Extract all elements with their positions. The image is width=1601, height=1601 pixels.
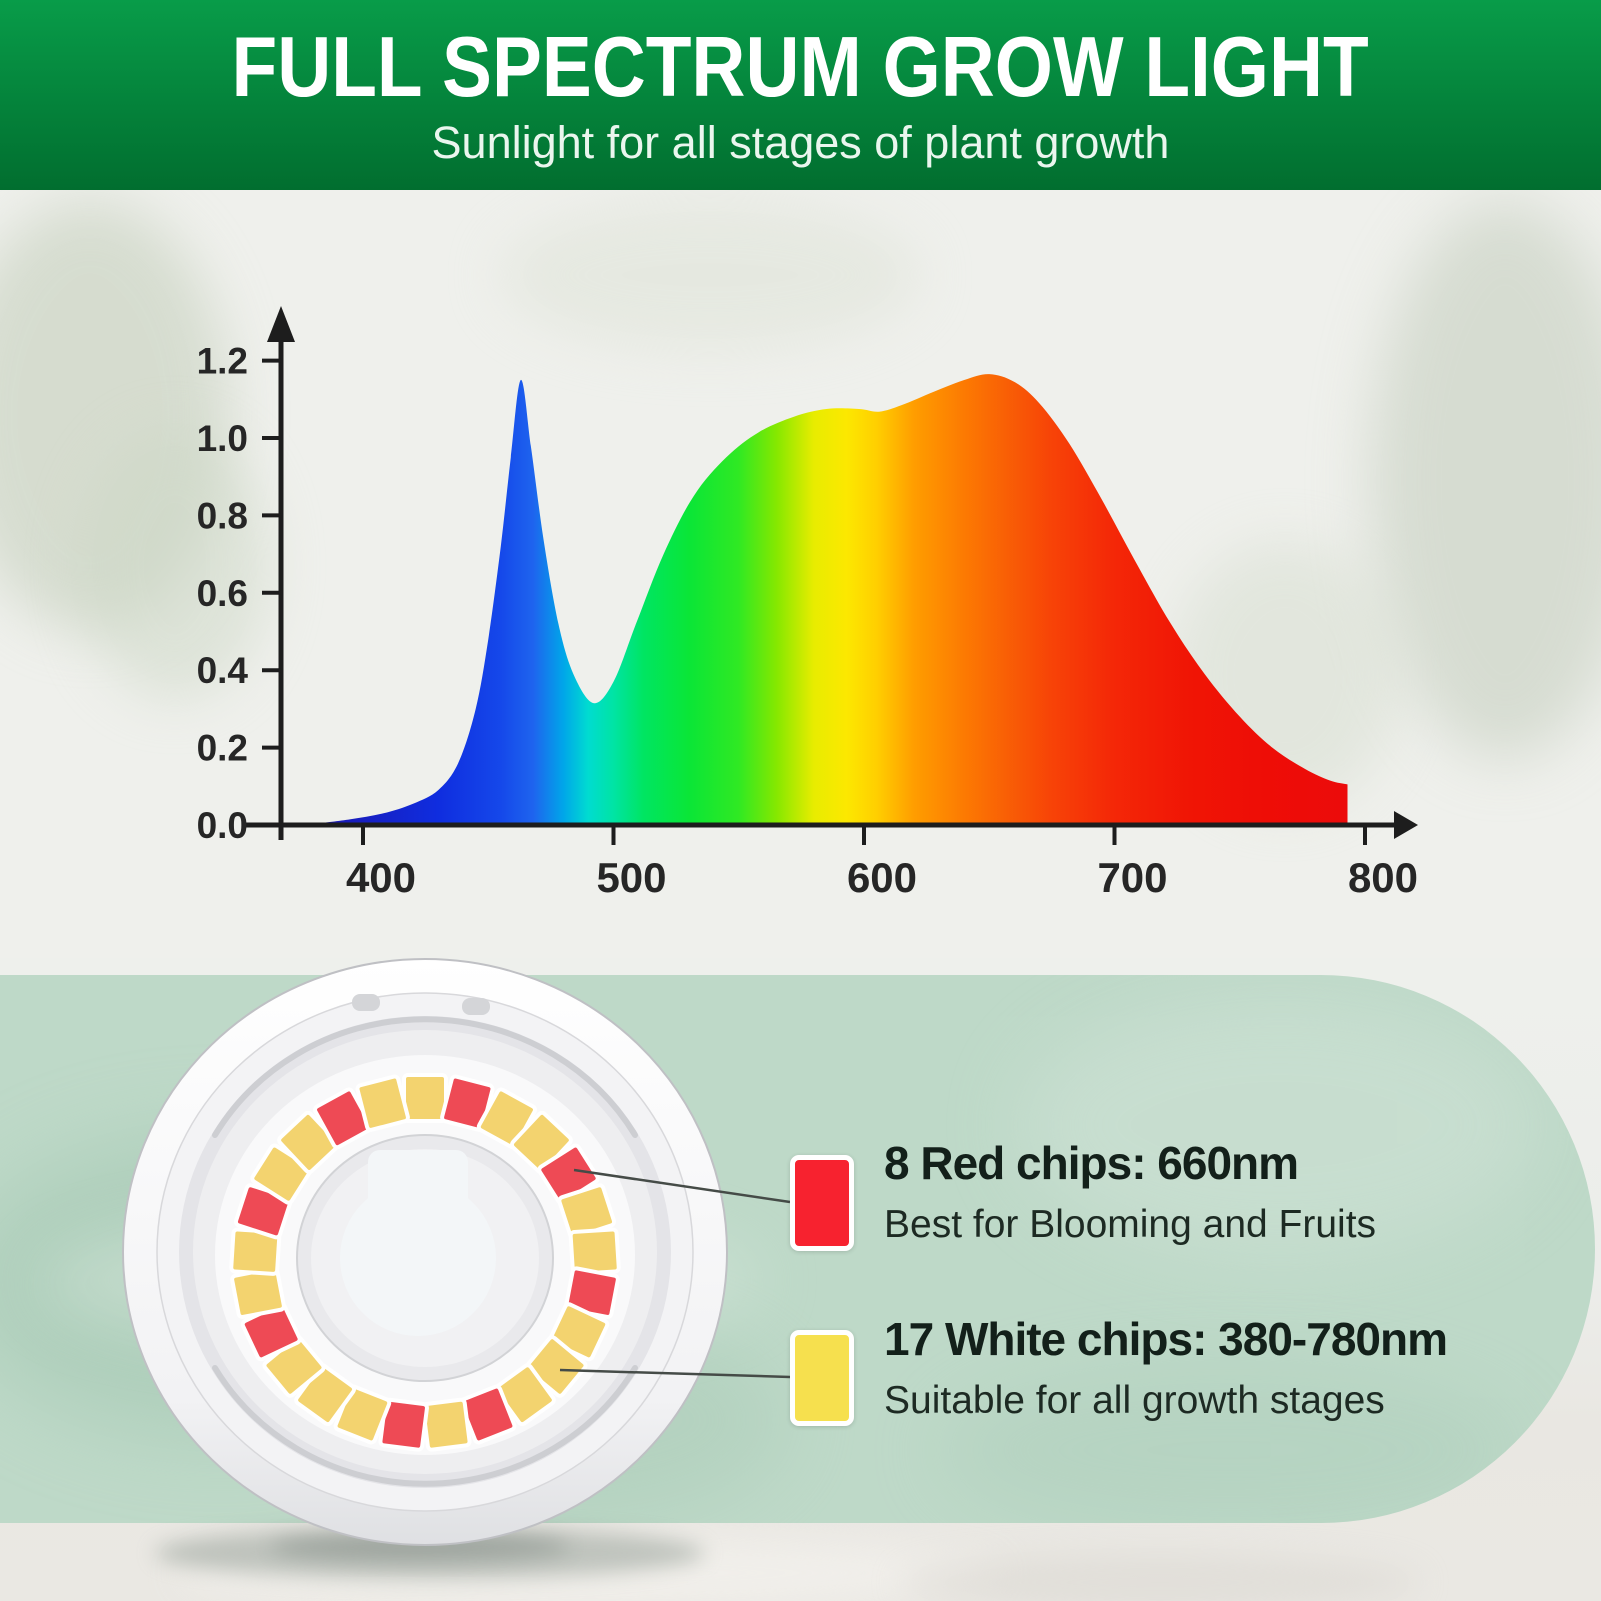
x-axis-arrow (1394, 811, 1418, 839)
red-legend-title: 8 Red chips: 660nm (884, 1137, 1299, 1189)
y-tick-label: 1.0 (197, 418, 248, 459)
spectrum-area (317, 374, 1348, 825)
panel-light (40, 1215, 760, 1345)
x-tick-label: 600 (847, 854, 917, 901)
y-tick-label: 0.4 (197, 650, 249, 691)
white-chip-swatch (790, 1330, 854, 1426)
header-banner: FULL SPECTRUM GROW LIGHT Sunlight for al… (0, 0, 1601, 190)
panel-shade (350, 1315, 790, 1523)
background-foliage-blur (80, 430, 270, 700)
background-foliage-blur (0, 200, 230, 630)
x-tick-label: 500 (596, 854, 666, 901)
y-tick-label: 0.2 (197, 728, 248, 769)
background-foliage-blur (1170, 540, 1400, 810)
panel-shade (0, 1135, 480, 1435)
x-tick-label: 400 (346, 854, 416, 901)
page-title: FULL SPECTRUM GROW LIGHT (231, 20, 1370, 115)
background-foliage-blur (1370, 200, 1601, 760)
white-legend-title: 17 White chips: 380-780nm (884, 1313, 1448, 1365)
y-tick-label: 1.2 (197, 341, 248, 382)
y-tick-label: 0.0 (197, 805, 248, 846)
background-foliage-blur (500, 200, 920, 350)
y-tick-label: 0.8 (197, 495, 248, 536)
page-subtitle: Sunlight for all stages of plant growth (431, 117, 1170, 168)
red-legend-subtitle: Best for Blooming and Fruits (884, 1203, 1377, 1246)
x-tick-label: 800 (1348, 854, 1418, 901)
y-tick-label: 0.6 (197, 573, 248, 614)
y-axis-arrow (267, 306, 295, 342)
x-tick-label: 700 (1097, 854, 1167, 901)
white-legend-subtitle: Suitable for all growth stages (884, 1379, 1385, 1422)
red-chip-swatch (790, 1155, 854, 1251)
